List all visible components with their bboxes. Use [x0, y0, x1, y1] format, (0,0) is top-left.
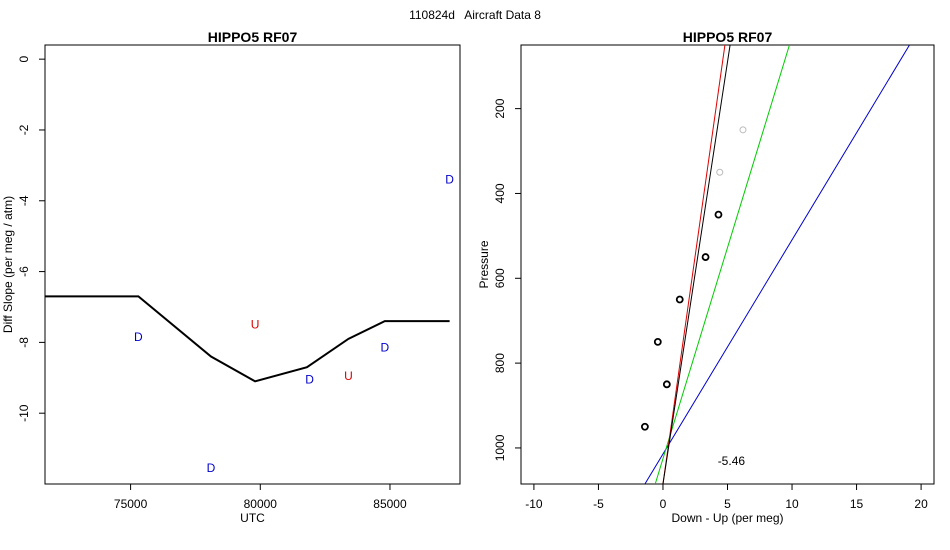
marker-label-d: D — [445, 173, 454, 187]
fit-line — [662, 45, 726, 484]
data-point — [739, 126, 747, 134]
page-title: 110824d Aircraft Data 8 — [409, 8, 541, 22]
y-axis-label: Pressure — [477, 240, 491, 288]
x-tick-label: -5 — [593, 497, 604, 511]
chart-title: HIPPO5 RF07 — [683, 29, 773, 45]
x-tick-label: -10 — [525, 497, 543, 511]
x-tick-label: 5 — [724, 497, 731, 511]
chart-title: HIPPO5 RF07 — [208, 29, 298, 45]
x-tick-label: 80000 — [244, 497, 278, 511]
y-tick-label: -2 — [17, 124, 31, 135]
marker-label-u: U — [344, 369, 353, 383]
data-point — [662, 380, 671, 389]
plot-frame — [520, 44, 935, 485]
plot-frame — [44, 44, 461, 485]
x-axis-label: Down - Up (per meg) — [671, 511, 783, 525]
marker-label-d: D — [305, 373, 314, 387]
data-point — [653, 338, 662, 346]
x-tick-label: 85000 — [373, 497, 407, 511]
data-point — [714, 210, 723, 219]
plot-area: D D U D U D D — [45, 173, 454, 475]
data-point — [701, 253, 710, 261]
right-chart-panel: HIPPO5 RF07 -10 -5 0 5 10 15 20 200 400 600 800 1000… — [477, 29, 935, 525]
data-point — [641, 422, 649, 431]
y-tick-label: 0 — [17, 56, 31, 63]
y-axis-label: Diff Slope (per meg / atm) — [1, 196, 15, 333]
y-tick-label: 600 — [493, 268, 507, 288]
y-tick-label: -4 — [17, 195, 31, 206]
marker-label-d: D — [207, 461, 216, 475]
x-tick-label: 20 — [914, 497, 928, 511]
data-point — [716, 168, 724, 176]
x-tick-label: 0 — [660, 497, 667, 511]
y-tick-label: 800 — [493, 353, 507, 373]
left-chart-panel: HIPPO5 RF07 75000 80000 85000 0 -2 -4 -6 -8 -10 UT… — [1, 29, 461, 525]
marker-label-u: U — [251, 318, 260, 332]
data-point — [675, 295, 684, 304]
y-tick-label: -6 — [17, 266, 31, 277]
y-tick-label: -8 — [17, 337, 31, 348]
x-axis-label: UTC — [240, 511, 265, 525]
y-tick-label: 1000 — [493, 434, 507, 461]
fit-line — [654, 45, 790, 484]
x-tick-label: 15 — [850, 497, 864, 511]
fit-line — [662, 45, 731, 484]
y-tick-label: 200 — [493, 98, 507, 118]
y-tick-label: -10 — [17, 404, 31, 422]
x-tick-label: 75000 — [114, 497, 148, 511]
series-line — [45, 295, 450, 383]
annotation-value: -5.46 — [718, 454, 746, 468]
marker-label-d: D — [134, 330, 143, 344]
x-tick-label: 10 — [785, 497, 799, 511]
marker-label-d: D — [380, 341, 389, 355]
y-tick-label: 400 — [493, 183, 507, 203]
plot-area: -5.46 — [641, 45, 910, 484]
fit-line — [644, 45, 910, 484]
